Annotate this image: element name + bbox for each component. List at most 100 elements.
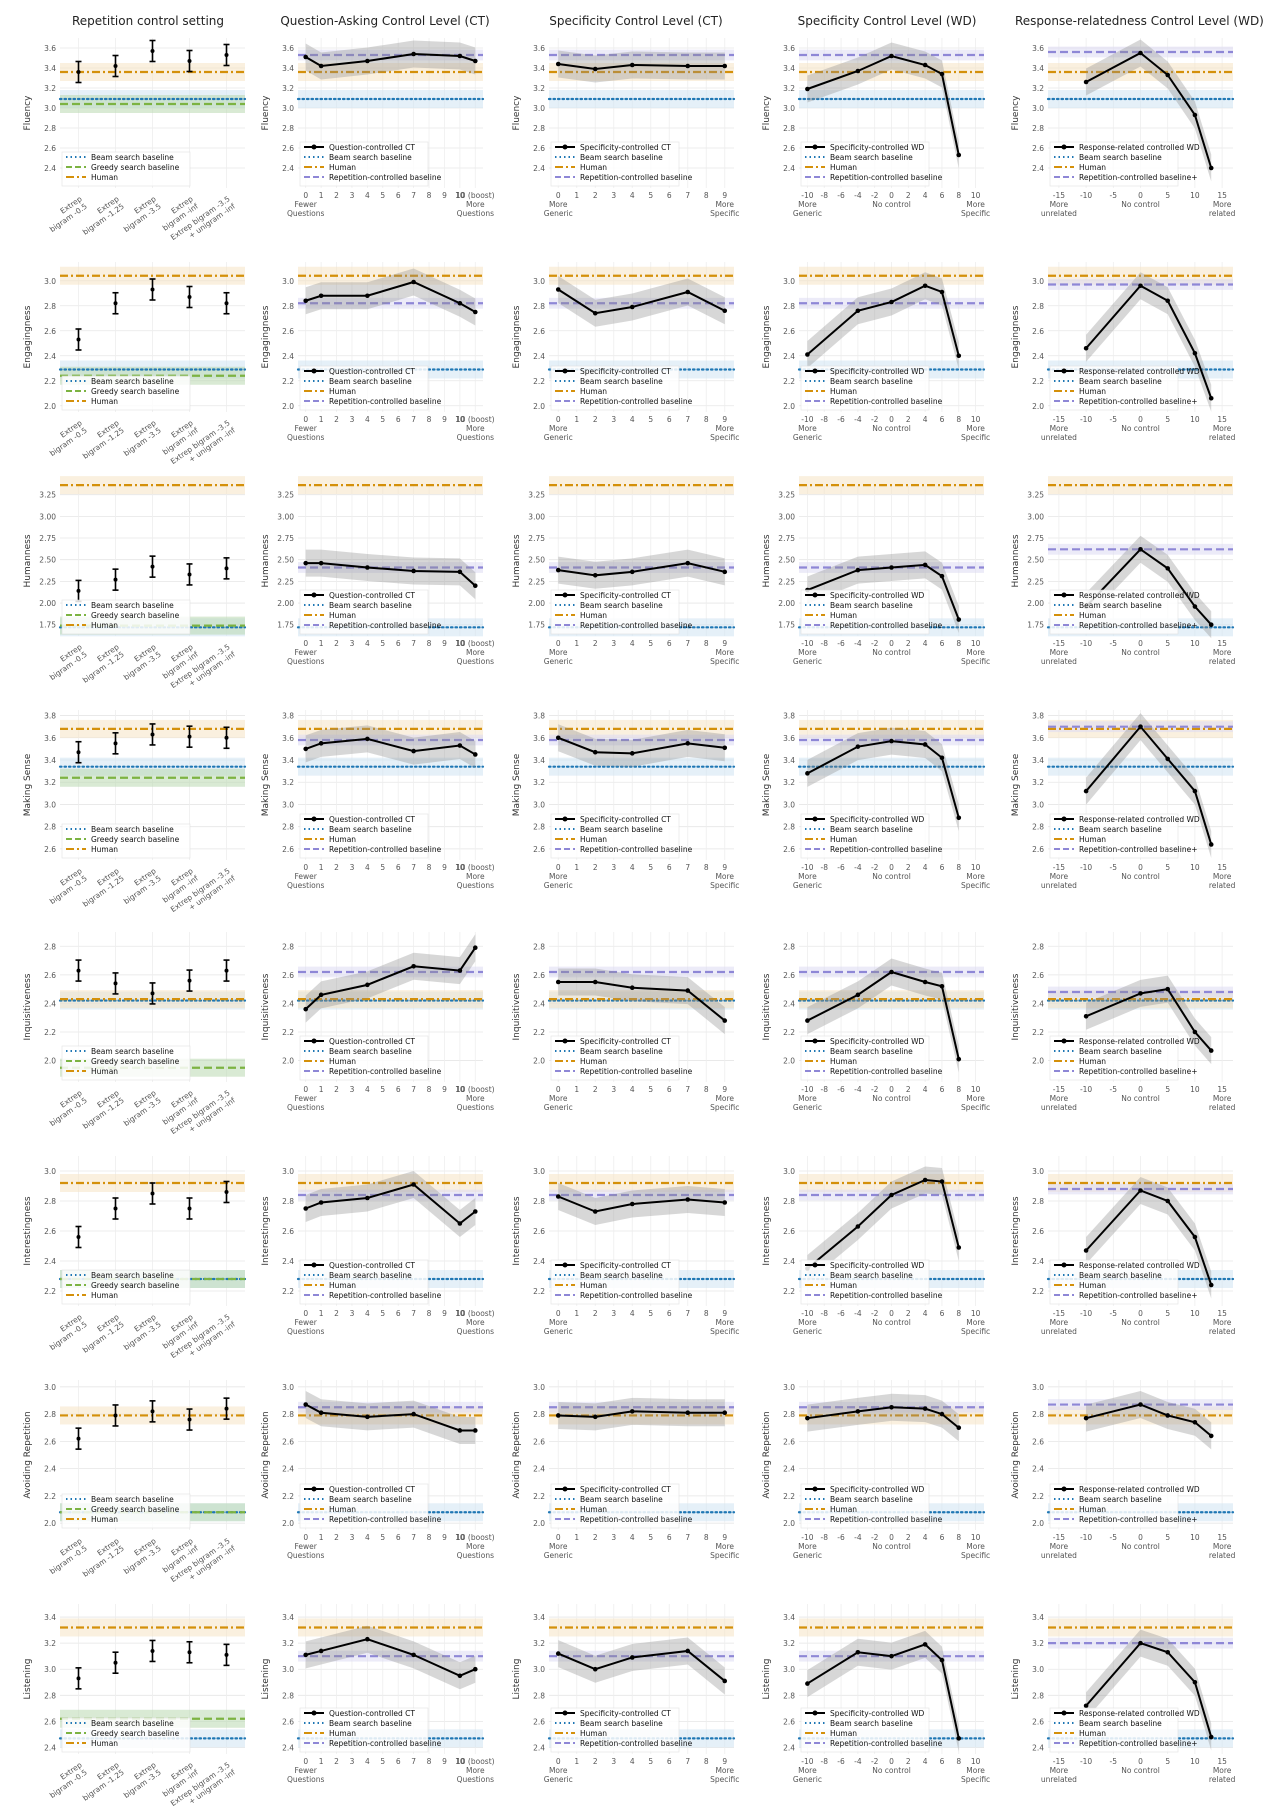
legend-label-human: Human: [1079, 1729, 1106, 1738]
y-tick-label: 2.0: [1032, 1519, 1044, 1528]
model-line: [305, 562, 476, 587]
x-tick-label: 3: [611, 1757, 616, 1766]
x-end-label: No control: [872, 648, 911, 657]
legend-swatch-marker: [311, 1262, 317, 1268]
model-confidence-band: [305, 1171, 476, 1237]
data-point: [592, 310, 598, 316]
y-tick-label: 3.6: [783, 44, 795, 53]
legend-label-model: Specificity-controlled CT: [580, 815, 671, 824]
y-tick-label: 3.4: [533, 1613, 545, 1622]
y-tick-label: 2.4: [1032, 1743, 1044, 1752]
data-point: [889, 299, 894, 305]
x-tick-label: 5: [1165, 1757, 1170, 1766]
legend-label-human: Human: [830, 611, 857, 620]
x-tick-label: 2: [906, 415, 911, 424]
x-tick-label: -6: [837, 863, 845, 872]
y-tick-label: 3.0: [783, 1665, 795, 1674]
y-tick-label: 2.6: [44, 327, 56, 336]
x-tick-label: 1: [574, 1085, 579, 1094]
legend-label-model: Specificity-controlled CT: [580, 1261, 671, 1270]
x-tick-label: 9: [722, 1309, 727, 1318]
data-point: [318, 992, 324, 998]
legend-swatch-marker: [1061, 144, 1067, 150]
panel-inquisitiveness-col2: 2.0 2.2 2.4 2.6 2.8 0 1 2 3 4 5 6 7 8 9 More Generic More…: [512, 932, 739, 1112]
legend-label-model: Specificity-controlled CT: [580, 1485, 671, 1494]
y-tick-label: 2.8: [783, 823, 795, 832]
model-confidence-band: [305, 1391, 476, 1444]
x-tick-label: 10 (boost): [456, 191, 495, 200]
y-tick-label: 2.8: [282, 942, 294, 951]
data-point: [889, 565, 894, 570]
legend-box: [1049, 1483, 1179, 1529]
x-tick-label: 2: [906, 1309, 911, 1318]
x-tick-label: 1: [319, 415, 324, 424]
y-tick-label: 3.6: [44, 44, 56, 53]
y-tick-label: 2.0: [282, 1519, 294, 1528]
x-tick-label: 10 (boost): [456, 1085, 495, 1094]
x-tick-label: -8: [820, 191, 828, 200]
data-point: [889, 53, 894, 59]
data-point: [1192, 1679, 1198, 1685]
y-tick-label: 2.0: [533, 402, 545, 411]
y-tick-label: 2.8: [282, 302, 294, 311]
legend-swatch-marker: [562, 592, 568, 598]
x-tick-label: 10 (boost): [456, 1757, 495, 1766]
x-tick-label: 0: [556, 1757, 561, 1766]
data-point: [592, 1209, 598, 1214]
y-tick-label: 2.75: [39, 534, 56, 543]
y-tick-label: 3.0: [282, 1665, 294, 1674]
y-tick-label: 2.0: [783, 402, 795, 411]
x-end-label: Fewer Questions: [287, 424, 325, 442]
x-end-label: More Specific: [961, 648, 990, 666]
legend-label-rep: Repetition-controlled baseline: [830, 397, 943, 406]
x-tick-label: 0: [889, 1085, 894, 1094]
y-tick-label: 2.50: [778, 556, 795, 565]
y-tick-label: 2.6: [533, 971, 545, 980]
x-tick-label: -4: [854, 863, 862, 872]
y-tick-label: 2.8: [282, 124, 294, 133]
legend-box: [61, 599, 191, 635]
y-axis-label: Fluency: [1011, 95, 1021, 131]
column-title-specificity-wd: Specificity Control Level (WD): [797, 14, 977, 28]
y-axis-label: Inquisitiveness: [1011, 973, 1021, 1040]
data-point: [1083, 1248, 1089, 1253]
x-tick-label: -4: [854, 191, 862, 200]
x-tick-label: 5: [1165, 1533, 1170, 1542]
legend-label-model: Question-controlled CT: [329, 1485, 415, 1494]
x-end-label: More Generic: [793, 1542, 822, 1560]
y-tick-label: 3.8: [44, 712, 56, 721]
x-tick-label: -4: [854, 415, 862, 424]
panel-making-sense-col4: 2.6 2.8 3.0 3.2 3.4 3.6 3.8 -15 -10 -5 0 5 10 15 More u…: [1011, 710, 1236, 890]
x-tick-label: 3: [611, 639, 616, 648]
x-end-label: More Specific: [961, 872, 990, 890]
legend-label-rep: Repetition-controlled baseline: [329, 621, 442, 630]
legend-label-model: Question-controlled CT: [329, 1261, 415, 1270]
y-tick-label: 2.2: [44, 1287, 56, 1296]
data-point: [592, 749, 598, 755]
legend-swatch-marker: [311, 1486, 317, 1492]
y-axis-label: Listening: [23, 1659, 33, 1700]
x-tick-label: 5: [380, 1757, 385, 1766]
legend-box: [299, 365, 429, 411]
y-tick-label: 2.25: [778, 577, 795, 586]
y-tick-label: 3.0: [282, 277, 294, 286]
x-tick-label: 1: [574, 863, 579, 872]
legend-label-beam: Beam search baseline: [91, 1719, 174, 1728]
data-point: [150, 287, 155, 292]
x-tick-label: 2: [593, 863, 598, 872]
legend-swatch-marker: [562, 1262, 568, 1268]
x-tick-label: 0: [1138, 1309, 1143, 1318]
x-tick-label: 10: [971, 1757, 981, 1766]
x-tick-label: 10: [1190, 191, 1200, 200]
data-point: [922, 562, 928, 568]
y-tick-label: 2.75: [277, 534, 294, 543]
y-axis-label: Engagingness: [1011, 305, 1021, 368]
data-point: [592, 573, 598, 578]
